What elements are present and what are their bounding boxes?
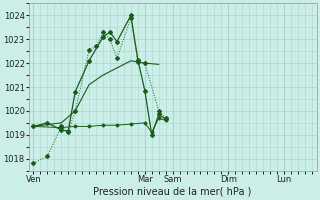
X-axis label: Pression niveau de la mer( hPa ): Pression niveau de la mer( hPa ) [93, 187, 252, 197]
